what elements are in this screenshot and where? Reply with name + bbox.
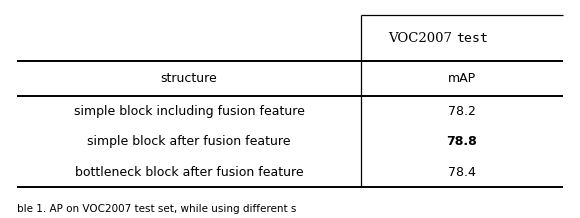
Text: 78.2: 78.2 bbox=[448, 105, 476, 118]
Text: bottleneck block after fusion feature: bottleneck block after fusion feature bbox=[75, 166, 303, 179]
Text: mAP: mAP bbox=[448, 72, 476, 85]
Text: VOC2007: VOC2007 bbox=[387, 32, 456, 45]
Text: simple block after fusion feature: simple block after fusion feature bbox=[88, 135, 291, 148]
Text: simple block including fusion feature: simple block including fusion feature bbox=[74, 105, 304, 118]
Text: 78.4: 78.4 bbox=[448, 166, 476, 179]
Text: test: test bbox=[456, 32, 488, 45]
Text: 78.8: 78.8 bbox=[447, 135, 477, 148]
Text: ble 1. AP on VOC2007 test set, while using different s: ble 1. AP on VOC2007 test set, while usi… bbox=[17, 204, 297, 214]
Text: structure: structure bbox=[161, 72, 218, 85]
